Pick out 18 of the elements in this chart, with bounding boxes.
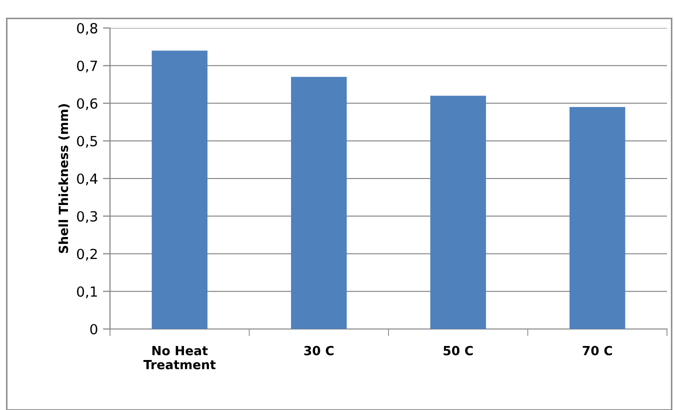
bar [570,107,626,329]
y-axis-title: Shell Thickness (mm) [58,104,70,254]
y-tick-label: 0,6 [77,98,98,110]
y-tick-label: 0,4 [77,173,98,186]
y-tick-label: 0,2 [77,248,97,261]
bar [430,96,486,329]
x-tick-label: No Heat Treatment [143,346,216,370]
x-tick-label: 70 C [582,346,612,356]
y-tick-label: 0,1 [77,286,97,298]
x-tick-label: 30 C [304,346,334,356]
y-tick-label: 0 [90,324,98,334]
bar [152,50,208,329]
y-tick-label: 0,8 [77,22,98,35]
y-tick-label: 0,7 [77,60,98,73]
y-tick-label: 0,5 [77,136,97,148]
x-tick-label: 50 C [444,346,473,356]
bar [291,76,347,329]
y-tick-label: 0,3 [77,211,98,224]
